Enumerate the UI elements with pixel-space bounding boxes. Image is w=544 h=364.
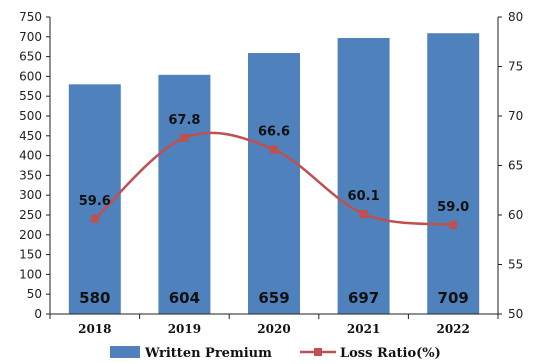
left-axis-tick-label: 500 (19, 109, 42, 123)
left-axis-tick-label: 400 (19, 149, 42, 163)
right-axis-tick-label: 65 (508, 159, 523, 173)
bar-written-premium (248, 53, 300, 314)
loss-ratio-value-label: 66.6 (258, 125, 290, 140)
bar-value-label: 659 (258, 289, 289, 307)
bar-written-premium (337, 37, 390, 314)
left-axis-tick-label: 0 (34, 307, 42, 321)
left-axis-tick-label: 100 (19, 267, 42, 281)
left-axis-tick-label: 600 (19, 69, 42, 83)
loss-ratio-marker (90, 214, 99, 223)
right-axis-tick-label: 55 (508, 258, 523, 272)
right-axis-tick-label: 70 (508, 109, 523, 123)
left-axis-tick-label: 750 (19, 10, 42, 24)
bar-written-premium (427, 33, 480, 315)
left-axis-tick-label: 450 (19, 129, 42, 143)
x-axis-category-label: 2020 (257, 322, 290, 336)
loss-ratio-marker (359, 210, 368, 219)
bar-written-premium (158, 74, 211, 314)
bar-value-label: 697 (348, 289, 379, 307)
left-axis-tick-label: 350 (19, 168, 42, 182)
legend-marker-loss-ratio (314, 348, 322, 356)
left-axis-tick-label: 150 (19, 248, 42, 262)
x-axis-category-label: 2022 (436, 322, 469, 336)
left-axis-tick-label: 700 (19, 30, 42, 44)
loss-ratio-value-label: 59.0 (437, 200, 469, 215)
right-axis-tick-label: 75 (508, 60, 523, 74)
bar-value-label: 580 (79, 289, 110, 307)
left-axis-tick-label: 300 (19, 188, 42, 202)
loss-ratio-marker (449, 220, 458, 229)
legend-label-loss-ratio: Loss Ratio(%) (340, 346, 441, 361)
right-axis-tick-label: 80 (508, 10, 523, 24)
bar-value-label: 709 (438, 289, 469, 307)
left-axis-tick-label: 550 (19, 89, 42, 103)
x-axis-category-label: 2021 (347, 322, 380, 336)
loss-ratio-marker (270, 145, 278, 154)
loss-ratio-value-label: 59.6 (79, 194, 111, 209)
left-axis-tick-label: 200 (19, 228, 42, 242)
legend: Written Premium Loss Ratio(%) (110, 346, 441, 361)
loss-ratio-value-label: 60.1 (348, 189, 380, 204)
right-axis-tick-label: 60 (508, 208, 523, 222)
left-axis-tick-label: 650 (19, 50, 42, 64)
legend-swatch-written-premium (110, 346, 140, 358)
x-axis-category-label: 2018 (78, 322, 111, 336)
x-axis: 2018 2019 2020 2021 2022 (49, 313, 499, 336)
left-axis-tick-label: 250 (19, 208, 42, 222)
right-axis: 50 55 60 65 70 75 80 (497, 10, 523, 321)
x-axis-category-label: 2019 (168, 322, 201, 336)
right-axis-tick-label: 50 (508, 307, 523, 321)
loss-ratio-value-label: 67.8 (168, 113, 200, 128)
left-axis: 0 50 100 150 200 250 300 350 400 450 500 550 600 650 7… (19, 10, 51, 321)
bar-value-label: 604 (169, 289, 200, 307)
loss-ratio-line: 59.6 67.8 66.6 60.1 59.0 (79, 113, 469, 229)
left-axis-tick-label: 50 (27, 287, 42, 301)
bar-value-labels: 580 604 659 697 709 (79, 289, 469, 307)
legend-label-written-premium: Written Premium (144, 346, 272, 361)
bars (68, 33, 480, 315)
loss-ratio-marker (180, 133, 189, 142)
